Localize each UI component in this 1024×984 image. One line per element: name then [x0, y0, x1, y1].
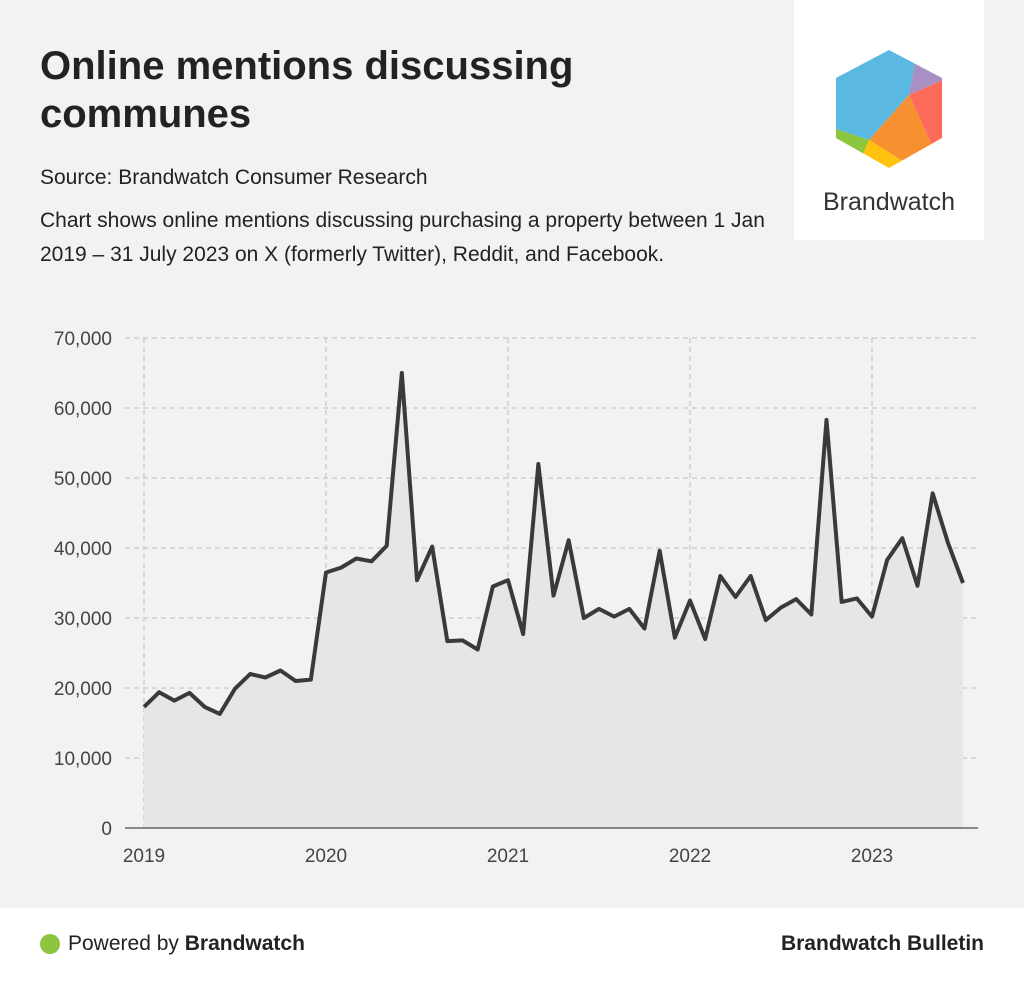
x-tick-label: 2019	[123, 846, 165, 867]
source-text: Source: Brandwatch Consumer Research	[40, 166, 428, 189]
logo-text: Brandwatch	[822, 188, 956, 216]
logo-segment	[869, 95, 934, 165]
hexagon-logo-icon	[836, 50, 942, 168]
y-tick-label: 20,000	[54, 679, 112, 700]
x-tick-label: 2020	[305, 846, 347, 867]
page-title: Online mentions discussing communes	[40, 44, 574, 136]
brandwatch-logo: Brandwatch	[794, 0, 984, 240]
chart-description: Chart shows online mentions discussing p…	[40, 209, 765, 266]
y-tick-label: 30,000	[54, 609, 112, 630]
x-tick-label: 2022	[669, 846, 711, 867]
line-chart: 0 10,000 20,000 30,000 40,000 50,000 60,000 70,…	[54, 329, 978, 867]
area-fill	[144, 373, 963, 828]
y-tick-label: 60,000	[54, 399, 112, 420]
y-tick-label: 50,000	[54, 469, 112, 490]
x-tick-label: 2023	[851, 846, 893, 867]
brandwatch-dot-icon	[40, 934, 60, 954]
y-tick-label: 40,000	[54, 539, 112, 560]
logo-segment	[909, 75, 942, 150]
powered-by[interactable]: Powered by Brandwatch	[40, 932, 305, 956]
brandwatch-bulletin: Brandwatch Bulletin	[780, 932, 984, 955]
y-tick-label: 10,000	[54, 749, 112, 770]
footer: Powered by Brandwatch Brandwatch Bulleti…	[0, 908, 1024, 984]
x-tick-label: 2021	[487, 846, 529, 867]
powered-brand: Brandwatch	[184, 932, 305, 955]
y-tick-label: 70,000	[54, 329, 112, 350]
powered-prefix: Powered by	[68, 932, 185, 955]
y-tick-label: 0	[101, 819, 112, 840]
